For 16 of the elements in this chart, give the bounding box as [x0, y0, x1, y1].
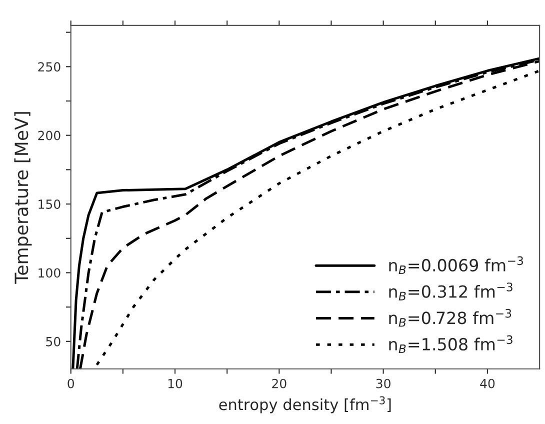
x-tick-label: 10 [168, 378, 182, 388]
legend-label: n$_{B}$=1.508 fm$^{−3}$ [389, 335, 512, 354]
y-tick-label: 250 [38, 62, 60, 72]
y-tick-label: 150 [38, 200, 60, 209]
x-tick-label: 0 [68, 378, 74, 388]
legend-label: n$_{B}$=0.0069 fm$^{−3}$ [389, 256, 524, 274]
y-tick-label: 200 [38, 130, 60, 140]
x-axis-title: entropy density [fm$^{−3}$] [219, 396, 391, 414]
y-tick-label: 50 [46, 336, 60, 346]
x-tick-label: 40 [480, 378, 495, 388]
x-tick-label: 20 [272, 378, 286, 388]
legend-label: n$_{B}$=0.312 fm$^{−3}$ [389, 282, 512, 300]
legend-label: n$_{B}$=0.728 fm$^{−3}$ [389, 308, 512, 327]
y-tick-label: 100 [38, 268, 60, 278]
x-tick-label: 30 [376, 378, 390, 388]
y-axis-title: Temperature [MeV] [14, 112, 32, 284]
